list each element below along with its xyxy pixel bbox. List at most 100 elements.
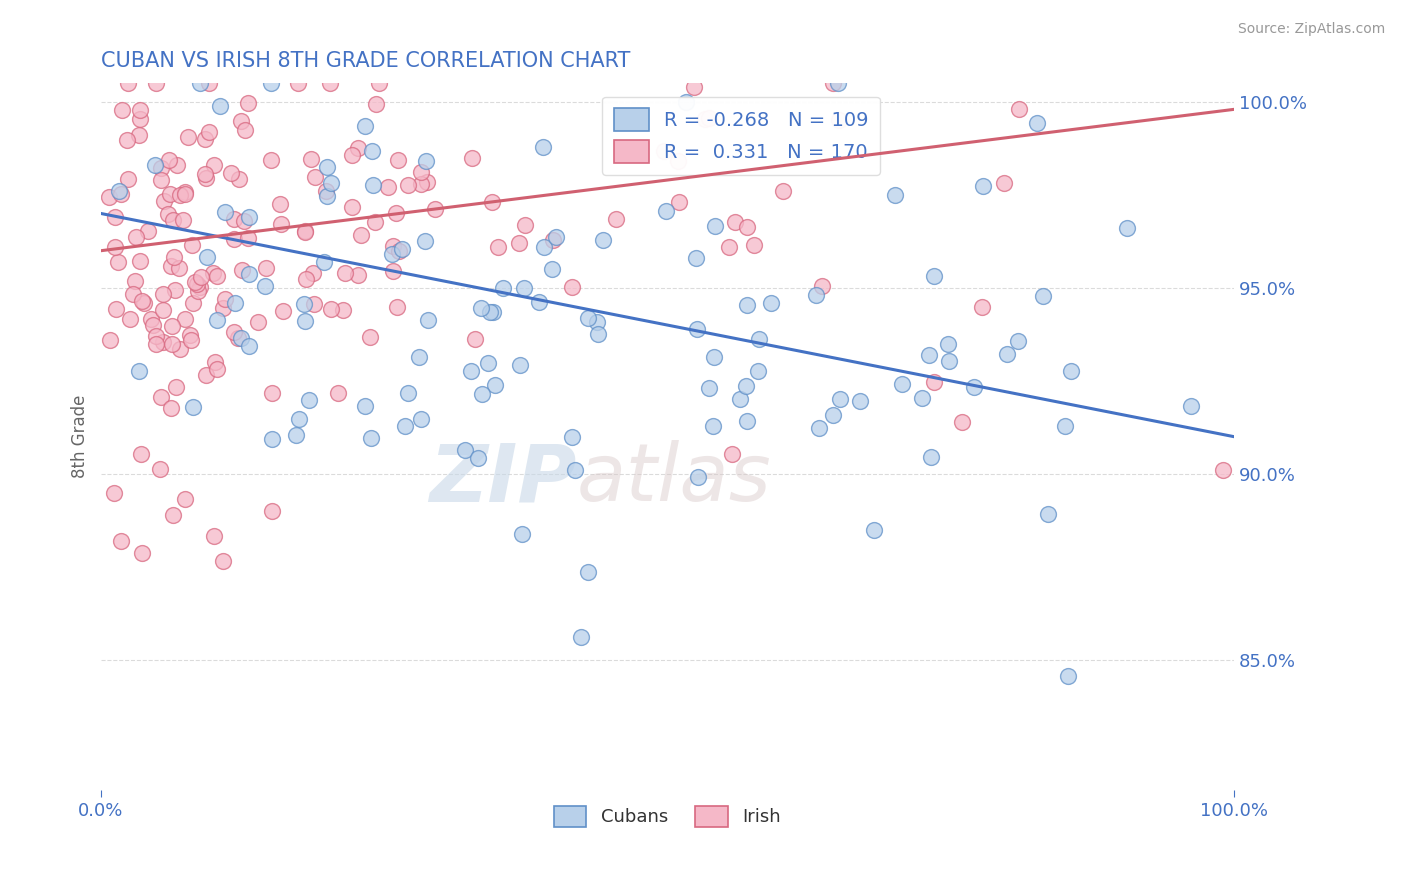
Point: [541, 262, 564, 277]
Point: [911, 391, 934, 405]
Point: [1007, 334, 1029, 348]
Point: [149, 462, 172, 476]
Point: [924, 268, 946, 283]
Point: [415, 154, 437, 169]
Point: [396, 385, 419, 400]
Point: [492, 281, 515, 295]
Point: [811, 279, 834, 293]
Point: [224, 296, 246, 310]
Point: [107, 255, 129, 269]
Point: [194, 368, 217, 383]
Point: [821, 408, 844, 422]
Point: [576, 311, 599, 326]
Point: [586, 315, 609, 329]
Point: [111, 103, 134, 117]
Point: [129, 112, 152, 127]
Point: [202, 529, 225, 543]
Point: [884, 187, 907, 202]
Point: [735, 220, 758, 235]
Point: [166, 158, 188, 172]
Point: [181, 237, 204, 252]
Point: [350, 227, 373, 242]
Point: [194, 168, 217, 182]
Point: [117, 171, 139, 186]
Point: [238, 267, 260, 281]
Point: [214, 292, 236, 306]
Point: [529, 294, 551, 309]
Point: [294, 272, 316, 286]
Point: [453, 443, 475, 458]
Point: [165, 379, 187, 393]
Point: [359, 330, 381, 344]
Point: [697, 111, 720, 125]
Point: [333, 266, 356, 280]
Point: [174, 311, 197, 326]
Point: [1116, 221, 1139, 235]
Point: [131, 546, 153, 560]
Point: [124, 274, 146, 288]
Point: [169, 187, 191, 202]
Point: [104, 301, 127, 316]
Point: [668, 195, 690, 210]
Point: [150, 161, 173, 176]
Point: [174, 491, 197, 506]
Point: [214, 205, 236, 219]
Point: [381, 263, 404, 277]
Point: [972, 300, 994, 314]
Point: [103, 486, 125, 500]
Point: [180, 333, 202, 347]
Point: [761, 296, 783, 310]
Point: [361, 178, 384, 192]
Point: [703, 350, 725, 364]
Point: [385, 205, 408, 219]
Point: [167, 261, 190, 276]
Point: [228, 172, 250, 186]
Point: [163, 250, 186, 264]
Point: [315, 189, 337, 203]
Point: [408, 351, 430, 365]
Point: [269, 197, 291, 211]
Point: [675, 95, 697, 110]
Point: [972, 178, 994, 193]
Point: [187, 285, 209, 299]
Point: [294, 313, 316, 327]
Point: [188, 280, 211, 294]
Point: [139, 311, 162, 326]
Point: [342, 147, 364, 161]
Point: [564, 463, 586, 477]
Point: [204, 355, 226, 369]
Point: [231, 263, 253, 277]
Point: [995, 347, 1018, 361]
Point: [233, 214, 256, 228]
Point: [1026, 115, 1049, 129]
Point: [748, 332, 770, 346]
Point: [682, 79, 704, 94]
Point: [827, 76, 849, 90]
Point: [697, 380, 720, 394]
Point: [233, 123, 256, 137]
Point: [693, 112, 716, 126]
Point: [194, 132, 217, 146]
Point: [145, 337, 167, 351]
Point: [354, 399, 377, 413]
Point: [298, 392, 321, 407]
Point: [260, 153, 283, 168]
Point: [849, 394, 872, 409]
Text: atlas: atlas: [576, 440, 772, 518]
Point: [666, 153, 689, 168]
Point: [157, 153, 180, 167]
Point: [145, 76, 167, 90]
Point: [936, 336, 959, 351]
Point: [321, 176, 343, 190]
Point: [198, 76, 221, 90]
Point: [347, 141, 370, 155]
Point: [377, 179, 399, 194]
Point: [160, 401, 183, 415]
Point: [1212, 463, 1234, 477]
Point: [394, 419, 416, 434]
Point: [152, 302, 174, 317]
Point: [396, 178, 419, 192]
Point: [346, 268, 368, 282]
Point: [703, 219, 725, 233]
Point: [686, 322, 709, 336]
